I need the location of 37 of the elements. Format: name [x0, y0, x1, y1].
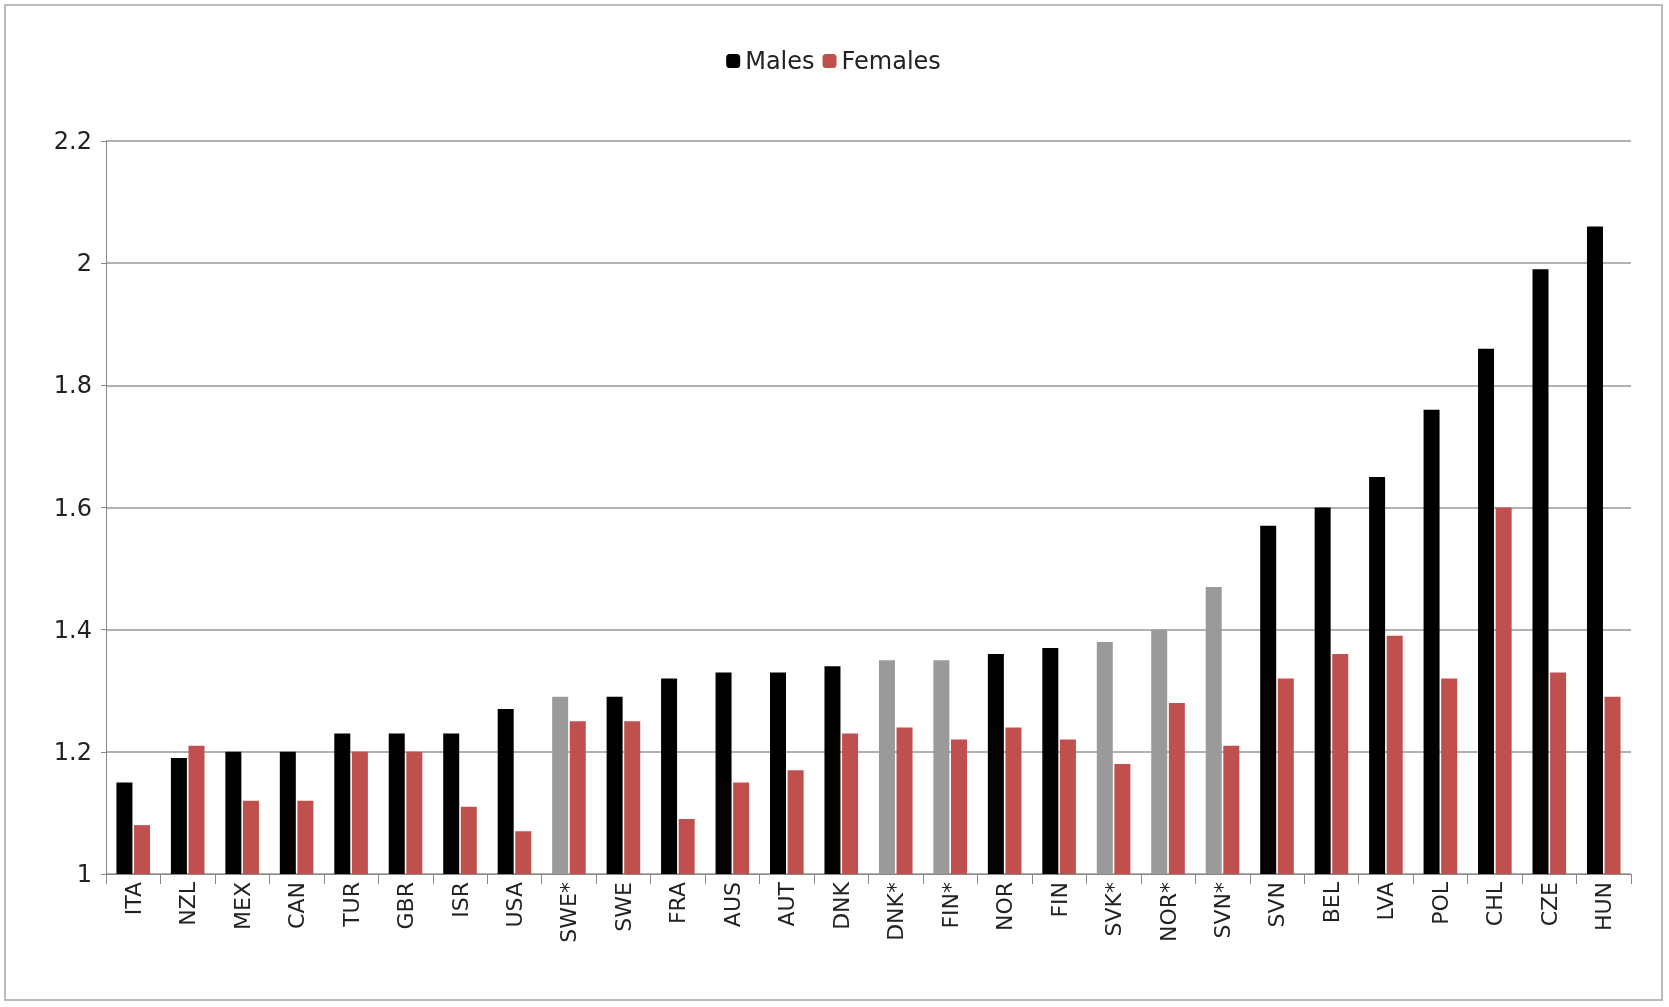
x-tick-label: BEL — [1318, 881, 1344, 924]
x-tick-label: FIN* — [937, 882, 963, 929]
y-tick-label: 1 — [76, 860, 92, 888]
x-tick-label: SVN* — [1210, 882, 1236, 939]
x-tick-label: MEX — [229, 882, 255, 930]
x-tick-label: SVK* — [1101, 882, 1127, 937]
x-tick-label: NOR — [992, 882, 1018, 932]
y-tick-label: 1.4 — [53, 615, 92, 644]
x-tick-label: FRA — [665, 882, 691, 925]
x-tick-label: FIN — [1046, 882, 1072, 918]
x-tick-label: POL — [1427, 881, 1453, 925]
x-tick-label: AUT — [774, 881, 800, 927]
x-tick-label: NOR* — [1155, 882, 1181, 943]
y-tick-label: 1.8 — [53, 371, 92, 400]
legend-label: Males — [745, 47, 815, 75]
x-tick-label: ISR — [447, 882, 473, 918]
x-tick-label: SVN — [1264, 882, 1290, 928]
x-tick-label: DNK — [828, 881, 854, 930]
x-tick-label: DNK* — [883, 882, 909, 941]
x-tick-label: CAN — [284, 882, 310, 929]
x-tick-label: USA — [501, 882, 527, 928]
x-tick-label: CHL — [1482, 881, 1508, 927]
y-tick-label: 1.2 — [53, 737, 92, 766]
x-tick-label: LVA — [1373, 882, 1399, 921]
x-tick-label: AUS — [719, 882, 745, 928]
y-tick-label: 2.2 — [53, 127, 92, 155]
x-tick-label: GBR — [393, 882, 419, 930]
y-tick-label: 1.6 — [53, 493, 92, 522]
x-tick-label: TUR — [338, 882, 364, 928]
legend-label: Females — [841, 47, 941, 75]
y-tick-label: 2 — [76, 249, 92, 278]
x-tick-label: SWE* — [556, 882, 582, 943]
x-tick-label: CZE — [1536, 882, 1562, 927]
x-tick-label: ITA — [120, 882, 146, 916]
x-tick-label: SWE — [610, 882, 636, 932]
x-tick-label: NZL — [175, 881, 201, 926]
x-tick-label: HUN — [1591, 882, 1617, 932]
